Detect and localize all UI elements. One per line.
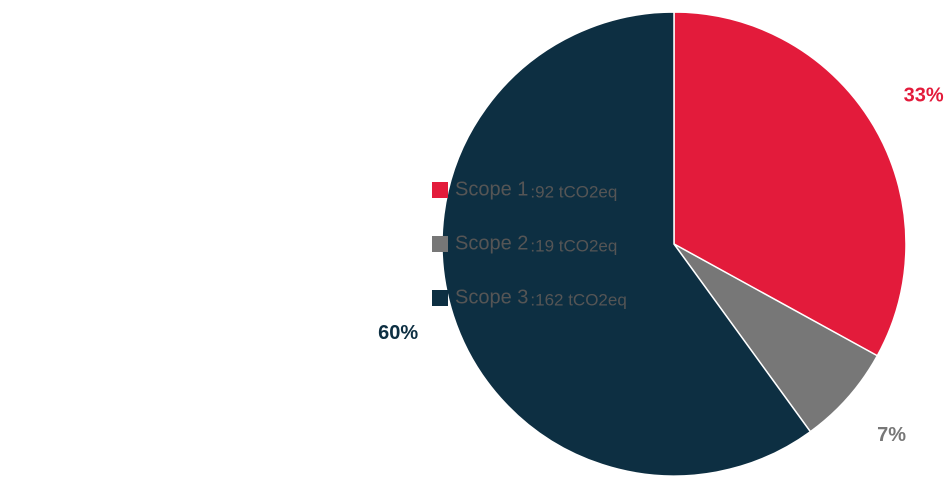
pie-slice bbox=[673, 243, 879, 433]
legend-detail: :19 tCO2eq bbox=[530, 236, 617, 255]
data-label: 60% bbox=[378, 322, 418, 344]
legend-detail: :162 tCO2eq bbox=[530, 290, 626, 309]
data-label: 33% bbox=[904, 85, 944, 107]
pie-slice bbox=[441, 11, 812, 477]
legend-swatch bbox=[432, 290, 448, 306]
pie-slice bbox=[673, 11, 907, 357]
data-label: 7% bbox=[877, 424, 906, 446]
legend-detail: :92 tCO2eq bbox=[530, 182, 617, 201]
legend-label: Scope 3 bbox=[455, 286, 528, 308]
legend-label: Scope 2 bbox=[455, 232, 528, 254]
legend-swatch bbox=[432, 182, 448, 198]
legend-swatch bbox=[432, 236, 448, 252]
legend-label: Scope 1 bbox=[455, 178, 528, 200]
